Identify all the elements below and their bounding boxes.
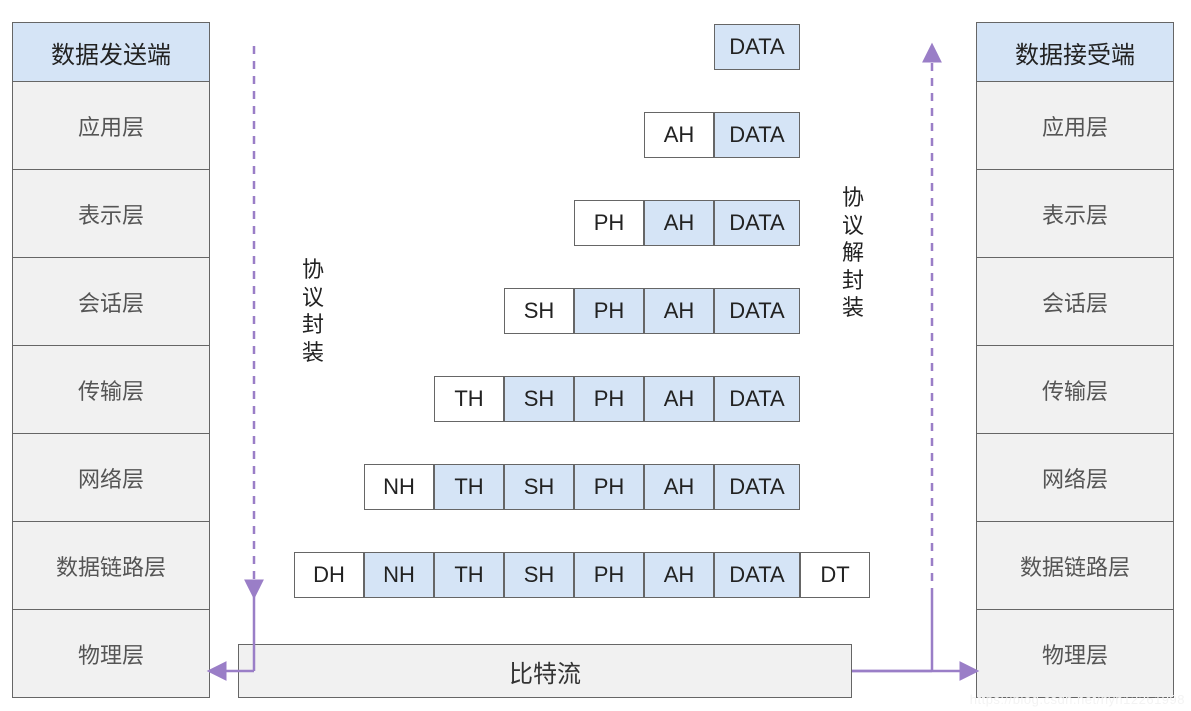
pdu-segment: NH: [364, 464, 434, 510]
pdu-segment: SH: [504, 464, 574, 510]
pdu-segment: AH: [644, 200, 714, 246]
pdu-segment: NH: [364, 552, 434, 598]
pdu-segment: DATA: [714, 376, 800, 422]
pdu-segment: AH: [644, 288, 714, 334]
sender-layer-cell: 网络层: [12, 434, 210, 522]
pdu-segment: DATA: [714, 112, 800, 158]
receiver-layer-cell: 物理层: [976, 610, 1174, 698]
pdu-segment: PH: [574, 200, 644, 246]
bitstream-box: 比特流: [238, 644, 852, 698]
pdu-segment: PH: [574, 288, 644, 334]
pdu-segment: SH: [504, 376, 574, 422]
sender-layer-cell: 会话层: [12, 258, 210, 346]
sender-stack-header: 数据发送端: [12, 22, 210, 82]
pdu-segment: AH: [644, 112, 714, 158]
pdu-segment: AH: [644, 464, 714, 510]
receiver-layer-cell: 会话层: [976, 258, 1174, 346]
pdu-segment: DATA: [714, 200, 800, 246]
pdu-segment: SH: [504, 288, 574, 334]
pdu-segment: DATA: [714, 464, 800, 510]
receiver-layer-cell: 应用层: [976, 82, 1174, 170]
encapsulation-label: 协议封装: [300, 256, 326, 366]
sender-layer-cell: 物理层: [12, 610, 210, 698]
pdu-segment: PH: [574, 464, 644, 510]
pdu-segment: TH: [434, 552, 504, 598]
pdu-segment: PH: [574, 376, 644, 422]
receiver-layer-cell: 网络层: [976, 434, 1174, 522]
pdu-segment: DATA: [714, 288, 800, 334]
receiver-stack-header: 数据接受端: [976, 22, 1174, 82]
sender-layer-cell: 数据链路层: [12, 522, 210, 610]
pdu-segment: DT: [800, 552, 870, 598]
decapsulation-label: 协议解封装: [840, 184, 866, 322]
pdu-segment: SH: [504, 552, 574, 598]
pdu-segment: DATA: [714, 24, 800, 70]
watermark-text: https://blog.csdn.net/hyh12261998: [970, 692, 1185, 707]
receiver-layer-cell: 表示层: [976, 170, 1174, 258]
pdu-segment: TH: [434, 376, 504, 422]
receiver-layer-cell: 数据链路层: [976, 522, 1174, 610]
pdu-segment: TH: [434, 464, 504, 510]
sender-layer-cell: 应用层: [12, 82, 210, 170]
pdu-segment: AH: [644, 376, 714, 422]
pdu-segment: PH: [574, 552, 644, 598]
pdu-segment: AH: [644, 552, 714, 598]
receiver-layer-cell: 传输层: [976, 346, 1174, 434]
pdu-segment: DH: [294, 552, 364, 598]
sender-layer-cell: 表示层: [12, 170, 210, 258]
sender-layer-cell: 传输层: [12, 346, 210, 434]
pdu-segment: DATA: [714, 552, 800, 598]
